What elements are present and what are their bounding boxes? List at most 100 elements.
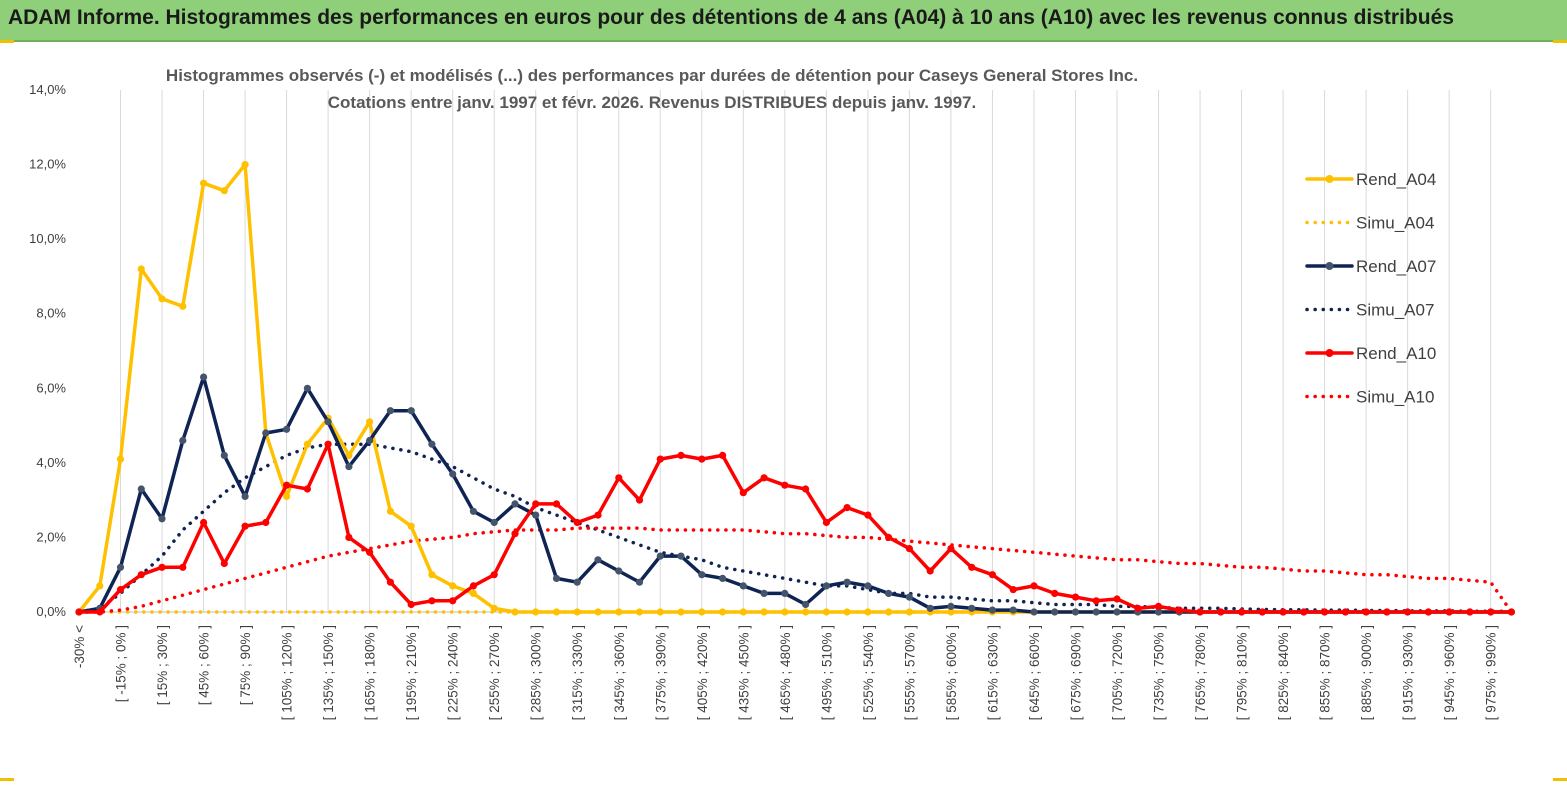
data-point-rend-a10: [96, 608, 104, 616]
data-point-rend-a07: [220, 451, 228, 459]
x-tick-label: [ 255% ; 270% ]: [487, 625, 502, 720]
data-point-rend-a10: [1300, 608, 1308, 616]
legend-label-simu-a04: Simu_A04: [1356, 214, 1434, 233]
x-tick-label: [ 195% ; 210% ]: [404, 625, 419, 720]
data-point-rend-a07: [1009, 606, 1017, 614]
data-point-rend-a10: [179, 563, 187, 571]
data-point-rend-a10: [677, 451, 685, 459]
data-point-rend-a10: [345, 533, 353, 542]
data-point-rend-a10: [1030, 582, 1038, 590]
data-point-rend-a07: [677, 552, 685, 560]
x-tick-label: [ 825% ; 840% ]: [1276, 625, 1291, 720]
data-point-rend-a10: [511, 530, 519, 538]
chart-grid: [120, 90, 1492, 612]
x-tick-label: [ 165% ; 180% ]: [363, 625, 378, 720]
data-point-rend-a07: [594, 556, 602, 564]
data-point-rend-a10: [947, 545, 955, 553]
x-tick-label: [ 435% ; 450% ]: [736, 625, 751, 720]
x-tick-label: [ 705% ; 720% ]: [1110, 625, 1125, 720]
x-tick-label: [ 45% ; 60% ]: [197, 625, 212, 705]
data-point-rend-a07: [552, 574, 561, 583]
y-tick-label: 6,0%: [36, 380, 66, 395]
x-tick-label: [ 495% ; 510% ]: [819, 625, 834, 720]
x-tick-label: [ 135% ; 150% ]: [321, 625, 336, 720]
data-point-rend-a10: [656, 455, 664, 463]
data-point-rend-a07: [822, 582, 831, 590]
data-point-rend-a07: [1113, 608, 1121, 616]
data-point-rend-a04: [864, 608, 872, 616]
data-point-rend-a04: [428, 571, 436, 579]
data-point-rend-a10: [760, 474, 768, 482]
x-tick-label: [ 585% ; 600% ]: [944, 625, 959, 720]
data-point-rend-a07: [428, 440, 436, 448]
x-tick-label: [ 795% ; 810% ]: [1235, 625, 1250, 720]
x-tick-label: [ 615% ; 630% ]: [985, 625, 1000, 720]
x-tick-label: [ 15% ; 30% ]: [155, 625, 170, 705]
data-point-rend-a04: [532, 608, 540, 616]
data-point-rend-a10: [1134, 604, 1142, 612]
chart-series: [75, 161, 1515, 616]
data-point-rend-a04: [137, 265, 145, 273]
data-point-rend-a04: [552, 608, 561, 616]
data-point-rend-a07: [407, 407, 415, 415]
data-point-rend-a04: [843, 608, 851, 616]
data-point-rend-a07: [303, 384, 311, 392]
data-point-rend-a10: [1445, 608, 1453, 616]
data-point-rend-a10: [1383, 608, 1391, 616]
series-line-rend-a10: [77, 442, 1514, 614]
data-point-rend-a07: [864, 582, 872, 590]
data-point-rend-a07: [781, 589, 789, 598]
data-point-rend-a07: [116, 563, 125, 571]
data-point-rend-a04: [241, 161, 249, 169]
data-point-rend-a07: [988, 606, 997, 614]
data-point-rend-a07: [1071, 608, 1080, 616]
data-point-rend-a10: [75, 608, 83, 616]
data-point-rend-a10: [698, 455, 706, 463]
data-point-rend-a04: [407, 522, 415, 530]
x-tick-label: [ 345% ; 360% ]: [612, 625, 627, 720]
data-point-rend-a04: [386, 507, 394, 515]
data-point-rend-a04: [947, 608, 955, 616]
data-point-rend-a10: [137, 571, 145, 579]
series-line-simu-a07: [77, 442, 1514, 614]
data-point-rend-a07: [345, 463, 353, 471]
data-point-rend-a07: [698, 571, 706, 579]
data-point-rend-a07: [262, 429, 270, 437]
data-point-rend-a10: [428, 597, 436, 605]
data-point-rend-a04: [303, 440, 311, 448]
data-point-rend-a04: [905, 608, 914, 616]
data-point-rend-a10: [1113, 595, 1121, 603]
frame-corner-top-right: [1553, 40, 1567, 43]
x-tick-label: [ 525% ; 540% ]: [861, 625, 876, 720]
data-point-rend-a04: [96, 582, 104, 590]
data-point-rend-a10: [1487, 608, 1495, 616]
x-tick-label: [ 975% ; 990% ]: [1484, 625, 1499, 720]
chart-subtitle: Cotations entre janv. 1997 et févr. 2026…: [328, 93, 976, 112]
data-point-rend-a07: [511, 500, 519, 508]
data-point-rend-a10: [552, 500, 561, 508]
data-point-rend-a07: [366, 436, 374, 445]
x-tick-label: [ 225% ; 240% ]: [446, 625, 461, 720]
data-point-rend-a10: [449, 597, 457, 605]
data-point-rend-a10: [802, 485, 810, 493]
data-point-rend-a07: [719, 574, 727, 583]
data-point-rend-a10: [968, 563, 976, 571]
data-point-rend-a10: [739, 489, 747, 497]
data-point-rend-a04: [179, 302, 187, 310]
report-banner-title: ADAM Informe. Histogrammes des performan…: [8, 6, 1454, 29]
x-axis: -30% < [ -15% ; 0% ] [ 15% ; 30% ] [ 45% ; …: [72, 611, 1512, 720]
data-point-rend-a10: [262, 518, 270, 527]
data-point-rend-a04: [449, 582, 457, 590]
x-tick-label: [ 675% ; 690% ]: [1068, 625, 1083, 720]
data-point-rend-a07: [615, 567, 623, 575]
data-point-rend-a04: [116, 455, 125, 463]
x-tick-label: [ 915% ; 930% ]: [1401, 625, 1416, 720]
data-point-rend-a07: [386, 407, 394, 415]
data-point-rend-a04: [739, 608, 747, 616]
legend-label-simu-a10: Simu_A10: [1356, 388, 1434, 407]
data-point-rend-a07: [490, 518, 498, 527]
data-point-rend-a07: [137, 485, 145, 493]
data-point-rend-a10: [988, 571, 997, 579]
data-point-rend-a10: [1362, 608, 1370, 616]
data-point-rend-a10: [200, 518, 208, 527]
